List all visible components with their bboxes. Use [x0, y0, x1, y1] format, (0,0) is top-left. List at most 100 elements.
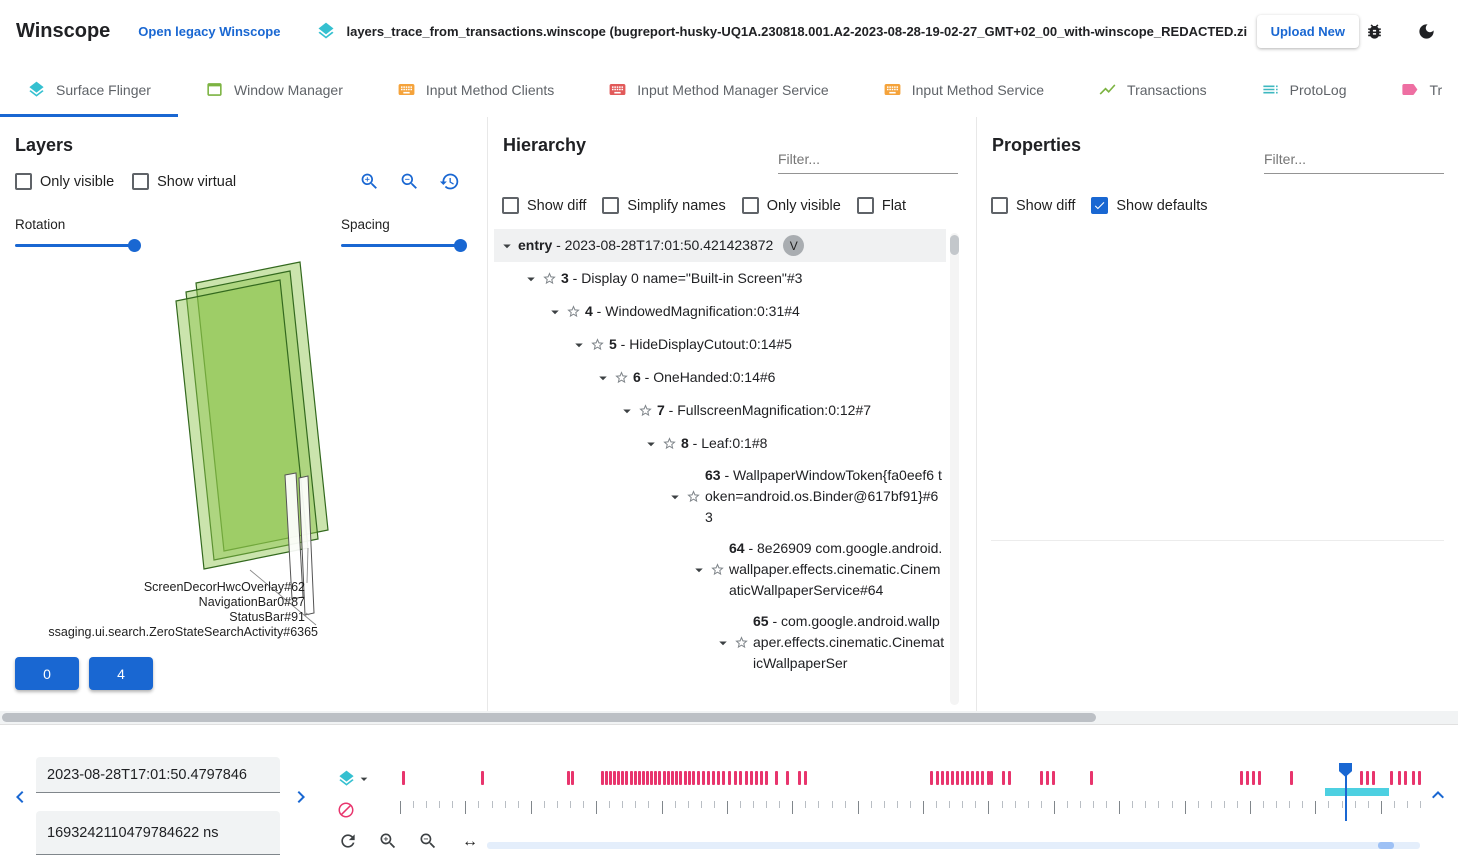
checkbox-show-diff[interactable]: Show diff: [502, 197, 586, 214]
checkbox-only-visible[interactable]: Only visible: [741, 197, 841, 214]
screen-recording-trace-icon[interactable]: [337, 801, 355, 819]
checkbox-box[interactable]: [856, 197, 874, 214]
spacing-slider[interactable]: [341, 239, 467, 252]
tab-transactions[interactable]: Transactions: [1071, 62, 1234, 117]
spacing-slider-thumb[interactable]: [454, 239, 467, 252]
expand-arrow-icon[interactable]: [640, 435, 662, 453]
star-icon[interactable]: [734, 635, 749, 650]
expand-arrow-icon[interactable]: [664, 488, 686, 506]
tree-node[interactable]: 64 - 8e26909 com.google.android.wallpape…: [494, 533, 946, 606]
checkbox-simplify-names[interactable]: Simplify names: [602, 197, 726, 214]
checkbox-box[interactable]: [602, 197, 620, 214]
timeline-strip[interactable]: [400, 761, 1421, 825]
keyboard-icon: [608, 80, 627, 99]
checkbox-box[interactable]: [741, 197, 759, 214]
star-icon[interactable]: [662, 436, 677, 451]
display-button-0[interactable]: 0: [15, 657, 79, 690]
properties-divider: [991, 540, 1444, 541]
tree-node[interactable]: 3 - Display 0 name="Built-in Screen"#3: [494, 262, 946, 295]
checkbox-box[interactable]: [1091, 197, 1109, 214]
tree-node[interactable]: 65 - com.google.android.wallpaper.effect…: [494, 606, 946, 679]
ruler-tick: [923, 801, 925, 814]
ruler-tick: [988, 801, 990, 814]
open-legacy-link[interactable]: Open legacy Winscope: [138, 23, 281, 39]
timeline-zoom-slider[interactable]: [487, 842, 1420, 849]
rotation-slider[interactable]: [15, 239, 141, 252]
star-icon[interactable]: [638, 403, 653, 418]
checkbox-box[interactable]: [132, 173, 150, 190]
expand-arrow-icon[interactable]: [616, 402, 638, 420]
timestamp-human-field[interactable]: 2023-08-28T17:01:50.4797846: [36, 757, 280, 793]
tab-surface-flinger[interactable]: Surface Flinger: [0, 62, 178, 117]
tab-input-method-manager-service[interactable]: Input Method Manager Service: [581, 62, 855, 117]
star-icon[interactable]: [710, 562, 725, 577]
tree-node[interactable]: 5 - HideDisplayCutout:0:14#5: [494, 328, 946, 361]
checkbox-box[interactable]: [502, 197, 519, 214]
checkbox-show-diff[interactable]: Show diff: [991, 197, 1075, 214]
horizontal-scrollbar[interactable]: [0, 711, 1458, 724]
expand-arrow-icon[interactable]: [592, 369, 614, 387]
timeline-prev-button[interactable]: [8, 785, 32, 809]
layers-3d-view[interactable]: [0, 117, 487, 711]
timeline-zoom-in-icon[interactable]: [378, 831, 398, 851]
expand-arrow-icon[interactable]: [712, 634, 734, 652]
trace-dropdown-icon[interactable]: [356, 771, 372, 787]
collapse-timeline-button[interactable]: [1426, 783, 1450, 807]
tree-node[interactable]: 7 - FullscreenMagnification:0:12#7: [494, 394, 946, 427]
timeline-zoom-out-icon[interactable]: [418, 831, 438, 851]
properties-filter-input[interactable]: [1264, 147, 1444, 174]
checkbox-show-defaults[interactable]: Show defaults: [1091, 197, 1207, 214]
upload-new-button[interactable]: Upload New: [1256, 14, 1359, 48]
checkbox-box[interactable]: [15, 173, 32, 190]
checkbox-only-visible[interactable]: Only visible: [15, 173, 114, 190]
checkbox-box[interactable]: [991, 197, 1008, 214]
tree-node[interactable]: 63 - WallpaperWindowToken{fa0eef6 token=…: [494, 460, 946, 533]
tree-node[interactable]: 8 - Leaf:0:1#8: [494, 427, 946, 460]
tab-input-method-service[interactable]: Input Method Service: [856, 62, 1071, 117]
star-icon[interactable]: [590, 337, 605, 352]
display-button-4[interactable]: 4: [89, 657, 153, 690]
sf-trace-icon[interactable]: [337, 769, 356, 788]
bug-report-icon[interactable]: [1365, 22, 1384, 41]
star-icon[interactable]: [542, 271, 557, 286]
tab-input-method-clients[interactable]: Input Method Clients: [370, 62, 581, 117]
star-icon[interactable]: [614, 370, 629, 385]
zoom-out-icon[interactable]: [399, 171, 420, 192]
timeline-refresh-icon[interactable]: [338, 831, 358, 851]
star-icon[interactable]: [686, 489, 701, 504]
tree-node[interactable]: 4 - WindowedMagnification:0:31#4: [494, 295, 946, 328]
tab-window-manager[interactable]: Window Manager: [178, 62, 370, 117]
expand-arrow-icon[interactable]: [544, 303, 566, 321]
checkbox-show-virtual[interactable]: Show virtual: [132, 173, 236, 190]
dark-mode-icon[interactable]: [1417, 22, 1436, 41]
hierarchy-filter-input[interactable]: [778, 147, 958, 174]
timeline-next-button[interactable]: [289, 785, 313, 809]
expand-arrow-icon[interactable]: [520, 270, 542, 288]
timestamp-ns-field[interactable]: 1693242110479784622 ns: [36, 811, 280, 855]
tab-tr[interactable]: Tr: [1373, 62, 1458, 117]
ruler-tick: [1197, 801, 1199, 808]
rotation-slider-thumb[interactable]: [128, 239, 141, 252]
trace-event-tick: [760, 771, 764, 785]
zoom-in-icon[interactable]: [359, 171, 380, 192]
h-resize-icon: ↔: [462, 833, 478, 850]
tree-node[interactable]: 6 - OneHanded:0:14#6: [494, 361, 946, 394]
tab-label: Transactions: [1127, 81, 1207, 98]
expand-arrow-icon[interactable]: [688, 561, 710, 579]
ruler-tick: [1420, 801, 1421, 808]
timeline-zoom-thumb[interactable]: [1378, 842, 1394, 849]
tab-protolog[interactable]: ProtoLog: [1234, 62, 1374, 117]
expand-arrow-icon[interactable]: [568, 336, 590, 354]
scrollbar-thumb[interactable]: [950, 235, 959, 255]
horizontal-scrollbar-thumb[interactable]: [2, 713, 1096, 722]
checkbox-flat[interactable]: Flat: [856, 197, 906, 214]
timeline-cursor-handle[interactable]: [1339, 763, 1353, 777]
hierarchy-scrollbar[interactable]: [950, 233, 959, 705]
tree-node[interactable]: entry - 2023-08-28T17:01:50.421423872 V: [494, 229, 946, 262]
ruler-tick: [504, 801, 506, 808]
expand-arrow-icon[interactable]: [496, 237, 518, 255]
star-icon[interactable]: [566, 304, 581, 319]
reset-view-icon[interactable]: [439, 171, 460, 192]
timeline-cursor[interactable]: [1339, 763, 1353, 821]
layer-label: ScreenDecorHwcOverlay#62: [143, 580, 305, 594]
